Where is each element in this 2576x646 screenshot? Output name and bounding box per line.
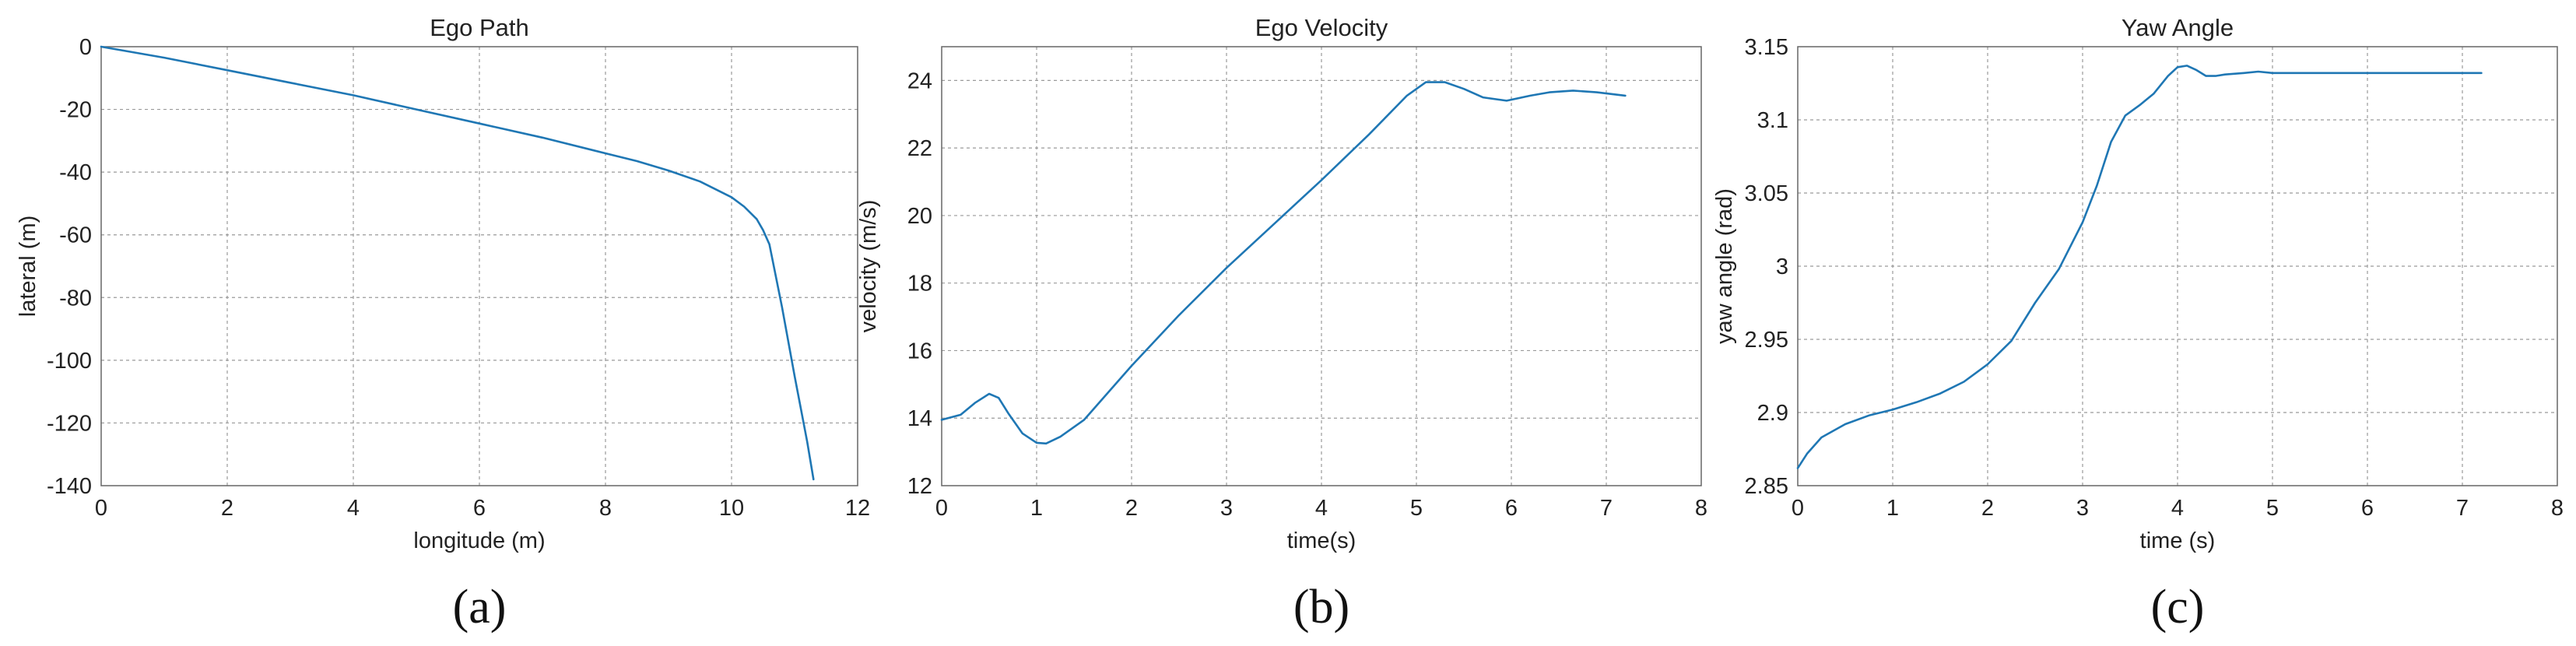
x-tick-label: 4	[1315, 496, 1328, 521]
chart-title: Ego Path	[430, 14, 529, 41]
x-tick-label: 3	[1220, 496, 1233, 521]
x-axis-label: time (s)	[2140, 528, 2216, 553]
y-tick-label: 14	[907, 406, 932, 431]
y-axis-label: velocity (m/s)	[856, 200, 881, 333]
y-tick-label: 20	[907, 204, 932, 229]
chart-panel-ego-path: Ego Path longitude (m) lateral (m) (a) 0…	[16, 14, 870, 634]
y-tick-label: -140	[47, 474, 92, 499]
y-tick-label: 0	[79, 35, 92, 60]
x-tick-label: 12	[845, 496, 870, 521]
series-line	[1796, 65, 2483, 469]
x-tick-label: 2	[221, 496, 233, 521]
panel-caption: (a)	[453, 581, 507, 634]
y-tick-label: 24	[907, 68, 932, 93]
series-line	[940, 81, 1627, 445]
y-tick-label: 2.95	[1745, 328, 1788, 353]
y-tick-label: -80	[59, 286, 92, 311]
panel-caption: (b)	[1293, 581, 1349, 634]
y-tick-label: 18	[907, 272, 932, 297]
chart-title: Yaw Angle	[2122, 14, 2234, 41]
x-tick-label: 8	[2551, 496, 2564, 521]
y-tick-label: 12	[907, 474, 932, 499]
y-tick-label: 3.15	[1745, 35, 1788, 60]
axes-frame	[1797, 46, 2558, 486]
x-tick-label: 5	[2266, 496, 2279, 521]
x-tick-label: 4	[2171, 496, 2184, 521]
axes-frame	[100, 46, 858, 486]
chart-panel-ego-velocity: Ego Velocity time(s) velocity (m/s) (b) …	[856, 14, 1707, 634]
x-tick-label: 0	[1792, 496, 1804, 521]
x-tick-label: 4	[347, 496, 360, 521]
x-tick-label: 1	[1030, 496, 1043, 521]
y-tick-label: -100	[47, 349, 92, 374]
y-tick-label: -40	[59, 160, 92, 185]
chart-panel-yaw-angle: Yaw Angle time (s) yaw angle (rad) (c) 0…	[1712, 14, 2564, 634]
y-tick-label: 3	[1776, 255, 1788, 279]
x-tick-label: 3	[2076, 496, 2089, 521]
x-tick-label: 0	[95, 496, 107, 521]
y-axis-label: lateral (m)	[16, 216, 40, 318]
axes-frame	[941, 46, 1702, 486]
x-tick-label: 8	[1695, 496, 1707, 521]
x-tick-label: 5	[1410, 496, 1423, 521]
y-tick-label: 22	[907, 136, 932, 161]
x-tick-label: 1	[1886, 496, 1899, 521]
panel-caption: (c)	[2151, 581, 2205, 634]
y-tick-label: -60	[59, 223, 92, 248]
x-tick-label: 6	[2361, 496, 2374, 521]
series-line	[100, 45, 815, 481]
x-tick-label: 7	[1600, 496, 1613, 521]
y-tick-label: 2.9	[1757, 401, 1788, 426]
x-tick-label: 2	[1125, 496, 1138, 521]
x-tick-label: 8	[599, 496, 612, 521]
y-tick-label: -120	[47, 411, 92, 436]
y-tick-label: 2.85	[1745, 474, 1788, 499]
y-tick-label: 16	[907, 339, 932, 363]
y-tick-label: 3.1	[1757, 108, 1788, 133]
y-tick-label: 3.05	[1745, 181, 1788, 206]
x-axis-label: longitude (m)	[413, 528, 545, 553]
y-axis-label: yaw angle (rad)	[1712, 188, 1737, 344]
x-axis-label: time(s)	[1287, 528, 1356, 553]
chart-title: Ego Velocity	[1255, 14, 1388, 41]
x-tick-label: 10	[719, 496, 744, 521]
x-tick-label: 6	[1505, 496, 1518, 521]
x-tick-label: 2	[1981, 496, 1994, 521]
x-tick-label: 0	[935, 496, 948, 521]
x-tick-label: 6	[473, 496, 486, 521]
x-tick-label: 7	[2456, 496, 2469, 521]
y-tick-label: -20	[59, 98, 92, 123]
